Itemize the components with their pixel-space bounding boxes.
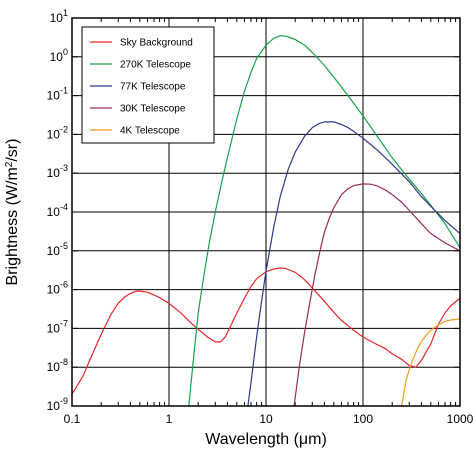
x-tick-label: 1000 [447, 412, 474, 426]
series-line-sky-background [72, 267, 460, 395]
x-tick-label: 10 [259, 412, 273, 426]
y-tick-exponent: 0 [63, 47, 68, 57]
series-line-77k-telescope [247, 121, 460, 406]
plot-frame [71, 17, 461, 407]
y-tick-base: 10 [47, 166, 61, 180]
series-line-4k-telescope [401, 318, 460, 406]
y-tick-exponent: -3 [60, 163, 68, 173]
y-axis-title: Brightness (W/m2/sr) [4, 139, 22, 286]
y-tick-label: 10-1 [47, 86, 68, 103]
y-tick-base: 10 [50, 11, 64, 25]
y-tick-base: 10 [50, 50, 64, 64]
y-tick-label: 10-3 [47, 163, 68, 180]
y-tick-exponent: -7 [60, 318, 68, 328]
y-tick-label: 10-8 [47, 357, 68, 374]
x-axis-title-prefix: Wavelength ( [205, 431, 299, 448]
legend-entry-label: 270K Telescope [120, 60, 191, 71]
y-tick-base: 10 [47, 244, 61, 258]
y-axis-title-prefix: Brightness (W/m [4, 167, 21, 285]
y-tick-base: 10 [47, 321, 61, 335]
y-tick-base: 10 [47, 89, 61, 103]
y-tick-exponent: -6 [60, 280, 68, 290]
legend-entry-label: Sky Background [120, 38, 193, 49]
y-tick-exponent: -2 [60, 124, 68, 134]
y-tick-exponent: -5 [60, 241, 68, 251]
y-tick-exponent: -8 [60, 357, 68, 367]
y-tick-label: 100 [50, 47, 68, 64]
legend-entry-label: 77K Telescope [120, 82, 186, 93]
y-tick-exponent: 1 [63, 8, 68, 18]
y-axis-title-superscript: 2 [4, 161, 15, 167]
y-tick-base: 10 [47, 127, 61, 141]
series-line-270k-telescope [188, 35, 460, 406]
legend-entry-label: 30K Telescope [120, 104, 186, 115]
x-axis-title-suffix: ) [321, 431, 326, 448]
legend-entry-label: 4K Telescope [120, 126, 180, 137]
y-tick-exponent: -4 [60, 202, 68, 212]
series-layer [72, 35, 460, 406]
y-tick-label: 10-9 [47, 396, 68, 413]
legend: Sky Background 270K Telescope 77K Telescop… [81, 26, 215, 144]
y-tick-base: 10 [47, 399, 61, 413]
y-tick-label: 101 [50, 8, 68, 25]
x-tick-label: 0.1 [64, 412, 81, 426]
y-tick-label: 10-7 [47, 318, 68, 335]
series-line-30k-telescope [293, 183, 460, 406]
legend-box [81, 26, 215, 144]
y-tick-label: 10-2 [47, 124, 68, 141]
x-axis-title-unit: μm [299, 431, 322, 448]
x-tick-label: 100 [353, 412, 373, 426]
y-tick-base: 10 [47, 360, 61, 374]
x-tick-label: 1 [166, 412, 173, 426]
y-tick-exponent: -9 [60, 396, 68, 406]
x-axis: 0.1 1 10 100 1000 [64, 18, 474, 426]
y-tick-base: 10 [47, 205, 61, 219]
y-tick-base: 10 [47, 283, 61, 297]
x-axis-title: Wavelength (μm) [205, 431, 327, 448]
y-tick-label: 10-6 [47, 280, 68, 297]
y-tick-label: 10-5 [47, 241, 68, 258]
y-axis-title-suffix: /sr) [4, 139, 21, 162]
y-tick-exponent: -1 [60, 86, 68, 96]
y-tick-label: 10-4 [47, 202, 68, 219]
